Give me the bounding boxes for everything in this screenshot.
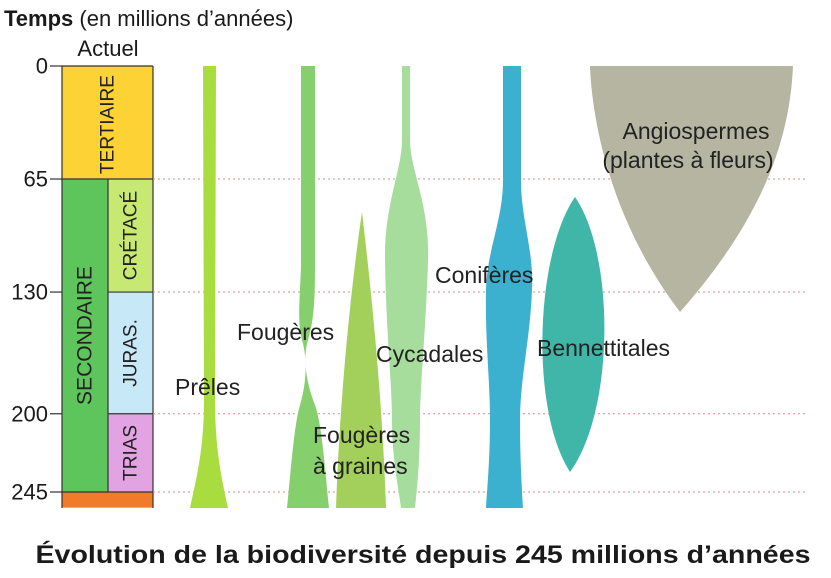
label-bennettitales: Bennettitales (537, 335, 670, 361)
label-fougeres-graines-line2: à graines (313, 453, 408, 479)
era-primaire-block (62, 492, 153, 508)
axis-title: Temps (en millions d’années) (4, 6, 293, 31)
plant-group-labels: Angiospermes (plantes à fleurs) Prêles F… (175, 118, 774, 479)
axis-top-label: Actuel (77, 36, 138, 61)
period-jurassique-block (108, 292, 153, 414)
era-label-tertiaire: TERTIAIRE (98, 75, 119, 174)
era-label-secondaire: SECONDAIRE (74, 266, 97, 405)
tick-label-0: 0 (36, 54, 48, 79)
period-label-trias: TRIAS (121, 425, 142, 481)
tick-label-245: 245 (11, 480, 48, 505)
label-cycadales: Cycadales (376, 341, 483, 367)
tick-label-65: 65 (24, 167, 48, 192)
figure-caption: Évolution de la biodiversité depuis 245 … (36, 540, 811, 569)
label-preles: Prêles (175, 374, 240, 400)
bennettitales-shape (542, 197, 605, 472)
angiospermes-shape (590, 66, 793, 312)
fougeres-shape (287, 66, 329, 508)
time-tick-labels: 0 65 130 200 245 (11, 54, 62, 505)
label-angiospermes-line1: Angiospermes (622, 118, 769, 144)
era-tertiaire-block (62, 66, 153, 180)
label-fougeres: Fougères (237, 319, 334, 345)
tick-label-130: 130 (11, 280, 48, 305)
cycadales-shape (384, 66, 429, 508)
period-cretace-block (108, 179, 153, 293)
label-angiospermes-line2: (plantes à fleurs) (602, 147, 773, 173)
label-coniferes: Conifères (435, 262, 533, 288)
era-column: TERTIAIRE SECONDAIRE CRÉTACÉ JURAS. TRIA… (61, 65, 154, 508)
tick-label-200: 200 (11, 401, 48, 426)
label-fougeres-graines-line1: Fougères (313, 422, 410, 448)
period-trias-block (108, 413, 153, 492)
preles-shape (190, 66, 228, 508)
plant-group-shapes (190, 66, 793, 508)
coniferes-shape (485, 66, 533, 508)
period-label-cretace: CRÉTACÉ (121, 191, 142, 280)
fougeres-graines-shape (336, 212, 386, 508)
period-label-jurassique: JURAS. (121, 319, 142, 387)
